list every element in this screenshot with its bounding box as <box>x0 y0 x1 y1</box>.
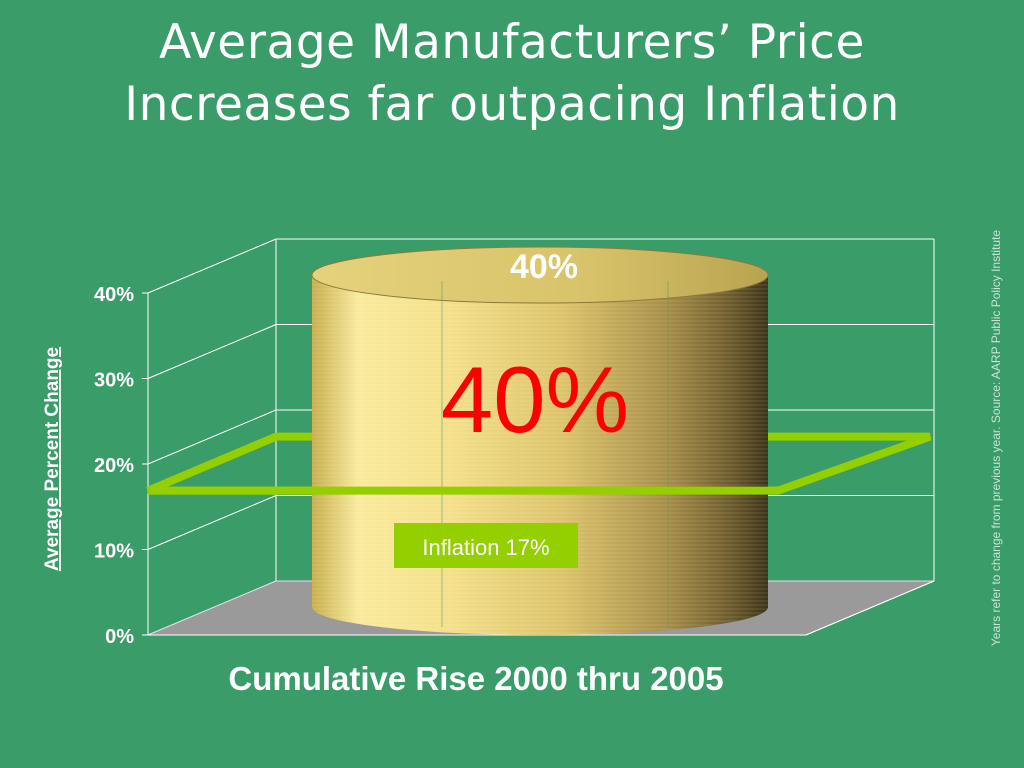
inflation-label-box: Inflation 17% <box>394 523 578 568</box>
grid-side-line <box>147 238 277 294</box>
source-note: Years refer to change from previous year… <box>989 229 1003 647</box>
y-axis-label: Average Percent Change <box>42 347 63 571</box>
grid-overlay <box>441 281 669 627</box>
inflation-label: Inflation 17% <box>422 535 549 560</box>
y-tick-label: 0% <box>105 626 134 648</box>
bar-data-label: 40% <box>510 248 578 286</box>
page-title: Average Manufacturers’ Price Increases f… <box>0 12 1024 136</box>
big-value-label: 40% <box>441 347 629 452</box>
title-line-2: Increases far outpacing Inflation <box>124 77 900 132</box>
y-tick-label: 30% <box>94 370 134 392</box>
cylinder-top <box>311 246 769 304</box>
y-tick-label: 40% <box>94 284 134 306</box>
grid-side-line <box>147 495 277 550</box>
title-line-1: Average Manufacturers’ Price <box>159 15 865 70</box>
grid-side-line <box>147 324 277 379</box>
floor-side-edge <box>805 580 935 636</box>
y-tick-label: 10% <box>94 541 134 563</box>
y-tick-label: 20% <box>94 455 134 477</box>
y-axis-ticks: 0% 10% 20% 30% 40% <box>94 284 148 648</box>
x-axis-label: Cumulative Rise 2000 thru 2005 <box>228 660 723 697</box>
grid-side-line <box>147 409 277 465</box>
cylinder-stripes <box>312 275 768 635</box>
